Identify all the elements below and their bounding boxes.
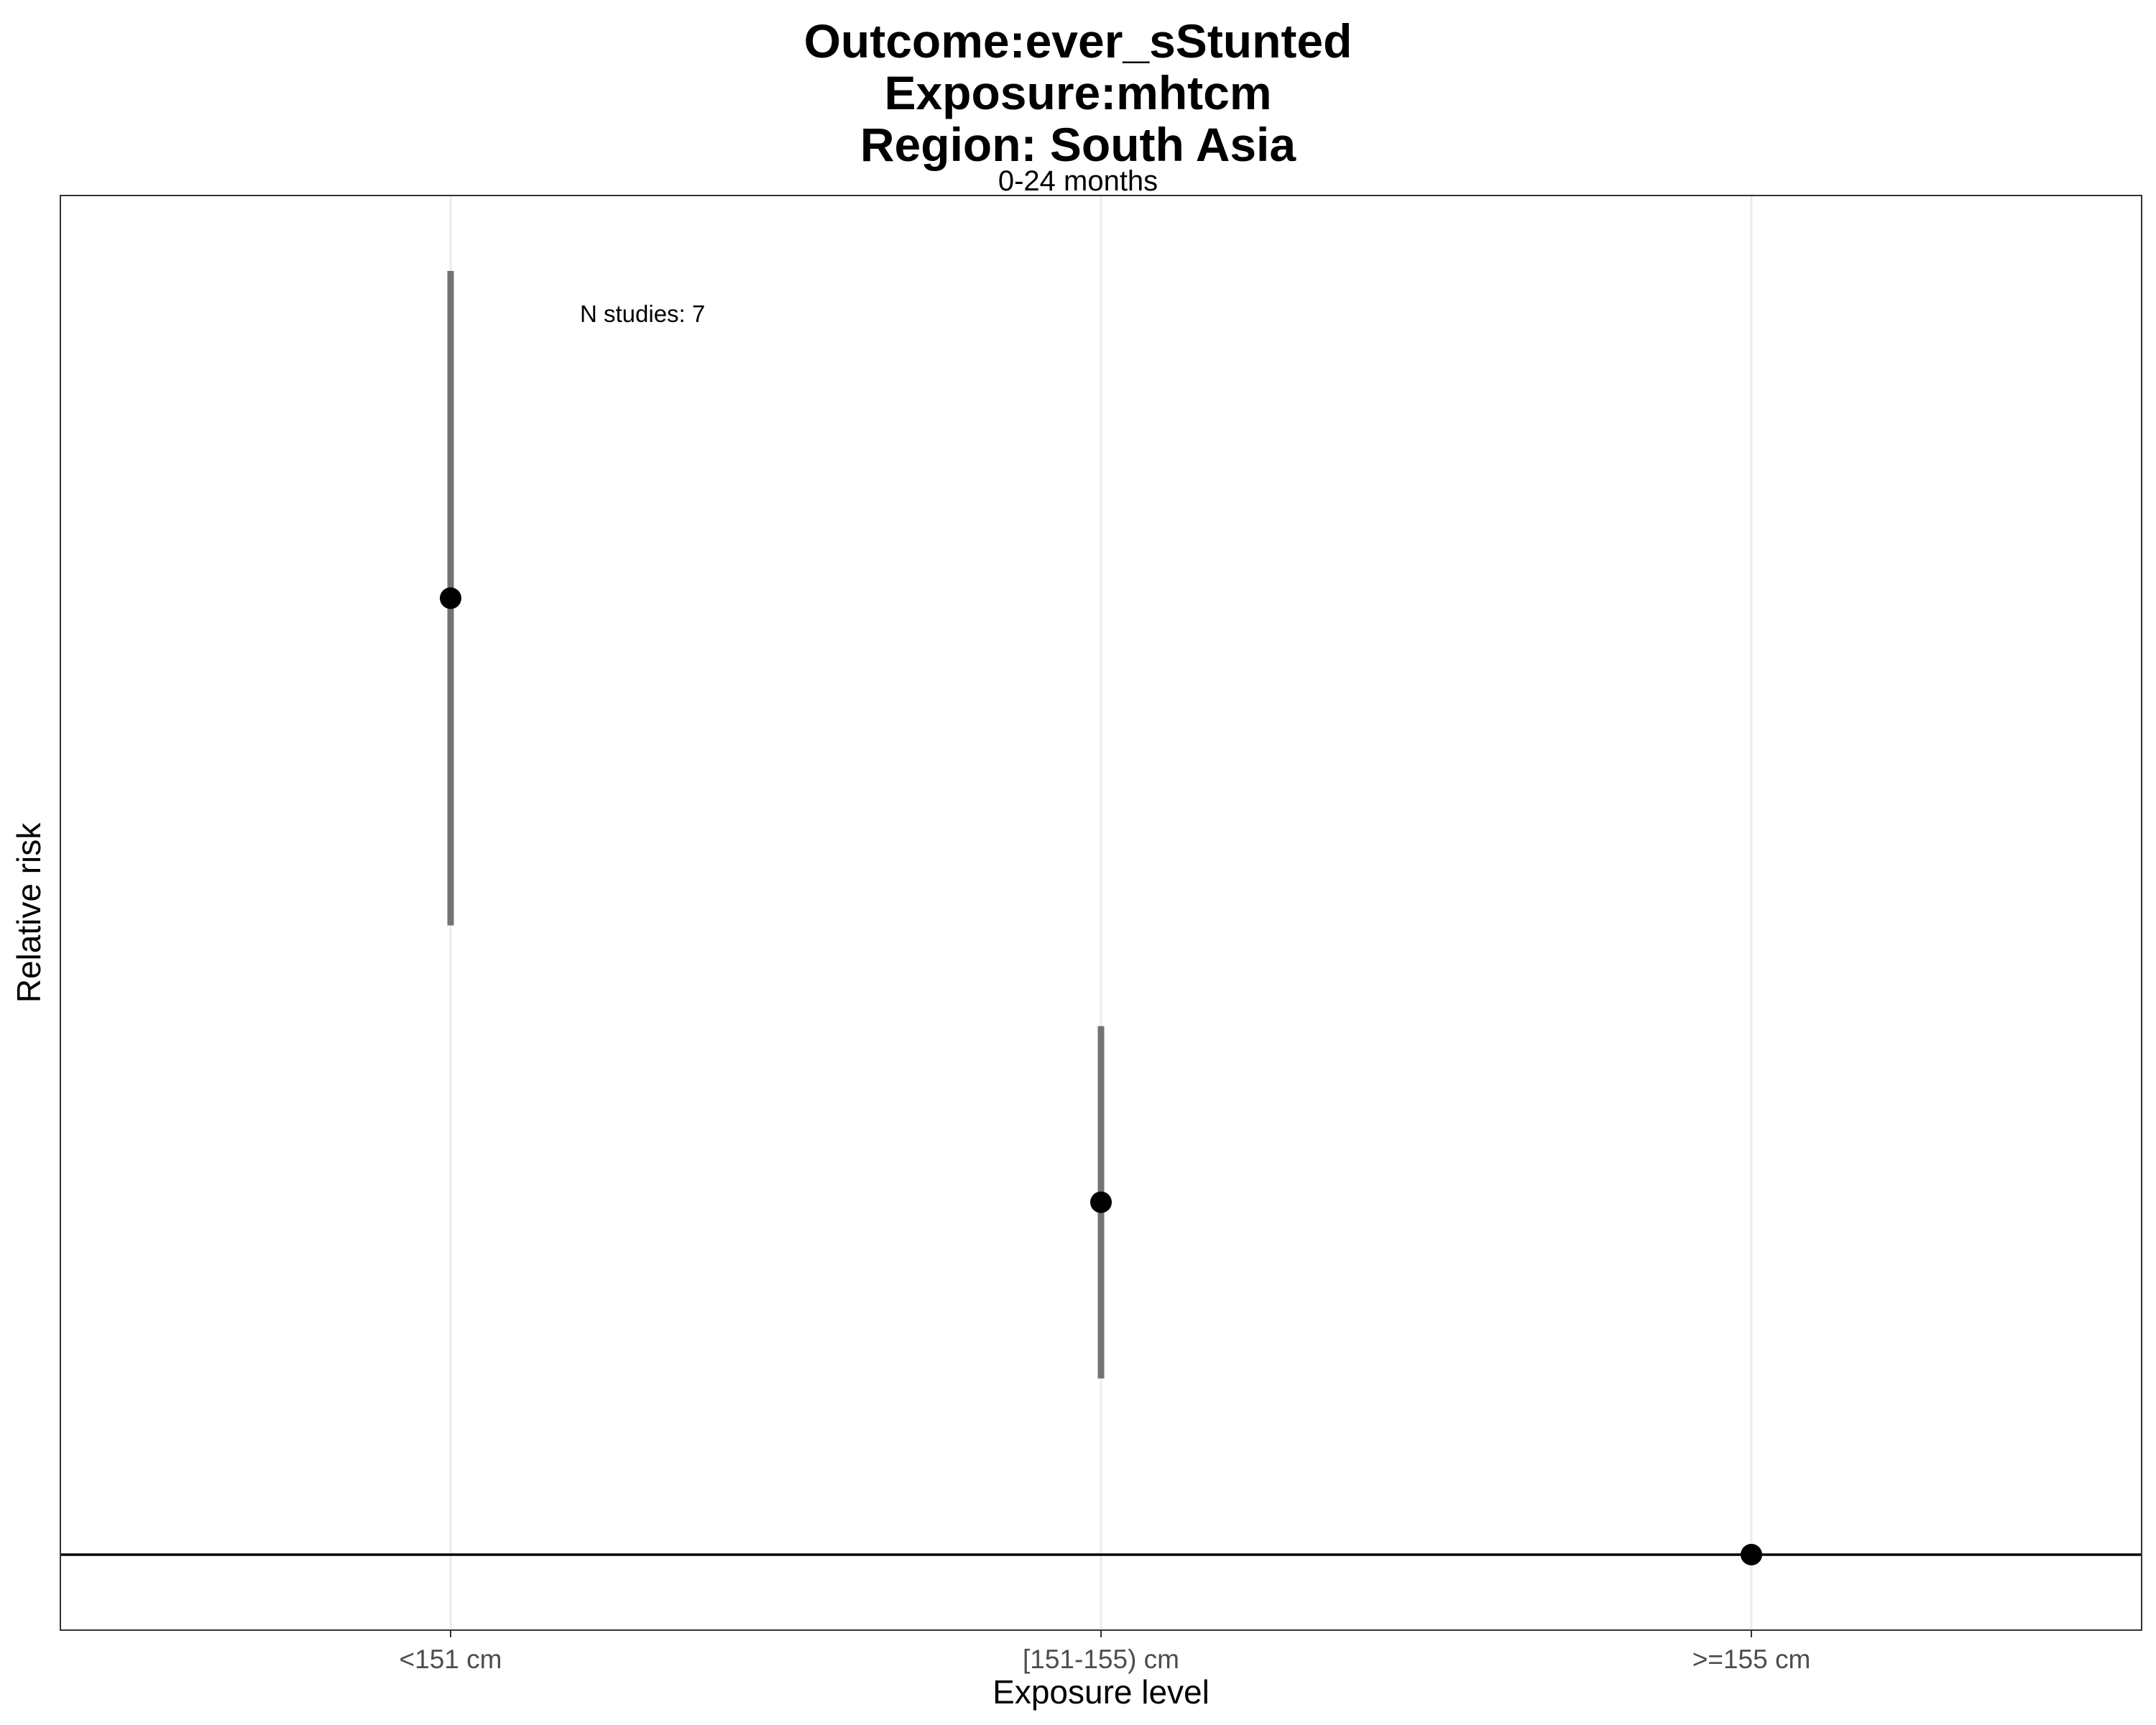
- chart-title-line-2: Exposure:mhtcm: [884, 66, 1272, 119]
- chart-title-line-1: Outcome:ever_sStunted: [803, 14, 1353, 68]
- n-studies-annotation: N studies: 7: [580, 300, 705, 327]
- x-tick-label: [151-155) cm: [1023, 1644, 1179, 1674]
- chart-subtitle: 0-24 months: [998, 165, 1158, 197]
- data-point: [1741, 1543, 1762, 1565]
- x-tick-label: >=155 cm: [1692, 1644, 1811, 1674]
- data-point: [1090, 1191, 1112, 1213]
- data-point: [440, 587, 461, 610]
- chart-title-line-3: Region: South Asia: [860, 118, 1296, 171]
- y-axis-label: Relative risk: [10, 822, 47, 1003]
- x-tick-label: <151 cm: [400, 1644, 502, 1674]
- x-axis-label: Exposure level: [992, 1673, 1210, 1711]
